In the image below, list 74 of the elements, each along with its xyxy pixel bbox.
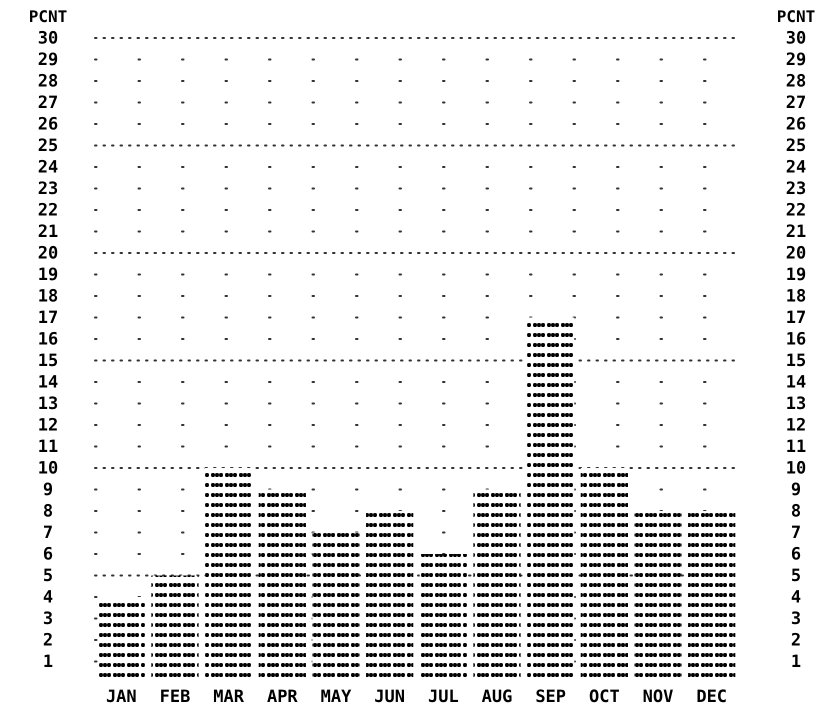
- y-tick-label: 4: [42, 587, 54, 608]
- x-tick-label: MAY: [320, 687, 352, 708]
- y2-tick-label: 1: [790, 652, 802, 672]
- y-tick-label: 21: [38, 222, 58, 242]
- y-tick-label: 2: [42, 630, 54, 650]
- y-tick-label: 22: [38, 200, 58, 220]
- y2-tick-label: 13: [786, 394, 806, 414]
- y2-tick-label: 9: [790, 480, 802, 500]
- y2-tick-label: 7: [790, 522, 802, 543]
- y2-axis-title: PCNT: [776, 7, 816, 26]
- y-tick-label: 14: [38, 372, 58, 392]
- y2-tick-label: 16: [786, 329, 806, 350]
- y-tick-label: 13: [38, 394, 58, 414]
- y2-tick-label: 3: [790, 608, 802, 629]
- y2-tick-label: 4: [790, 587, 802, 608]
- y2-tick-label: 19: [786, 264, 806, 285]
- y2-tick-label: 28: [786, 71, 806, 92]
- y-tick-label: 16: [38, 329, 58, 350]
- y-tick-label: 12: [38, 415, 58, 436]
- y-tick-label: 29: [38, 50, 58, 70]
- y-tick-label: 15: [38, 350, 58, 371]
- y2-tick-label: 25: [786, 136, 806, 156]
- y-tick-label: 7: [42, 522, 54, 543]
- y2-tick-label: 29: [786, 50, 806, 70]
- y-tick-label: 10: [38, 458, 58, 478]
- y2-tick-label: 22: [786, 200, 806, 220]
- y-tick-label: 30: [38, 28, 58, 48]
- y2-tick-label: 20: [786, 243, 806, 264]
- y2-tick-label: 14: [786, 372, 806, 392]
- y2-tick-label: 21: [786, 222, 806, 242]
- y-tick-label: 3: [42, 608, 54, 629]
- y-tick-label: 11: [38, 436, 58, 457]
- y-tick-label: 8: [42, 501, 54, 522]
- y2-tick-label: 5: [790, 566, 802, 586]
- y2-tick-label: 26: [786, 114, 806, 134]
- y2-tick-label: 23: [786, 178, 806, 199]
- y-tick-label: 18: [38, 286, 58, 306]
- y2-tick-label: 12: [786, 415, 806, 436]
- y2-tick-label: 30: [786, 28, 806, 48]
- y-tick-label: 23: [38, 178, 58, 199]
- y-tick-label: 19: [38, 264, 58, 285]
- x-tick-label: NOV: [642, 687, 674, 708]
- y-tick-label: 25: [38, 136, 58, 156]
- y-tick-label: 24: [38, 157, 58, 178]
- y-tick-label: 5: [42, 566, 54, 586]
- y2-tick-label: 17: [786, 308, 806, 328]
- y2-tick-label: 6: [790, 544, 802, 564]
- y2-tick-label: 27: [786, 92, 806, 113]
- y-tick-label: 27: [38, 92, 58, 113]
- y2-tick-label: 2: [790, 630, 802, 650]
- x-tick-label: SEP: [535, 687, 566, 708]
- x-tick-label: MAR: [213, 687, 245, 708]
- y-tick-label: 1: [42, 652, 54, 672]
- y-tick-label: 28: [38, 71, 58, 92]
- y2-tick-label: 8: [790, 501, 802, 522]
- x-tick-label: OCT: [588, 687, 620, 708]
- y-tick-label: 20: [38, 243, 58, 264]
- y-tick-label: 6: [42, 544, 54, 564]
- x-tick-label: AUG: [482, 687, 512, 708]
- y-tick-label: 26: [38, 114, 58, 134]
- x-tick-label: JUL: [428, 687, 459, 708]
- y2-tick-label: 15: [786, 350, 806, 371]
- x-tick-label: APR: [266, 687, 298, 708]
- x-tick-label: DEC: [696, 687, 728, 708]
- y2-tick-label: 11: [786, 436, 806, 457]
- y2-tick-label: 24: [786, 157, 806, 178]
- x-tick-label: JUN: [374, 687, 406, 708]
- x-tick-label: JAN: [106, 687, 137, 708]
- y2-tick-label: 18: [786, 286, 806, 306]
- y-axis-title: PCNT: [28, 7, 68, 26]
- y-tick-label: 9: [42, 480, 54, 500]
- x-tick-label: FEB: [160, 687, 190, 708]
- y-tick-label: 17: [38, 308, 58, 328]
- y2-tick-label: 10: [786, 458, 806, 478]
